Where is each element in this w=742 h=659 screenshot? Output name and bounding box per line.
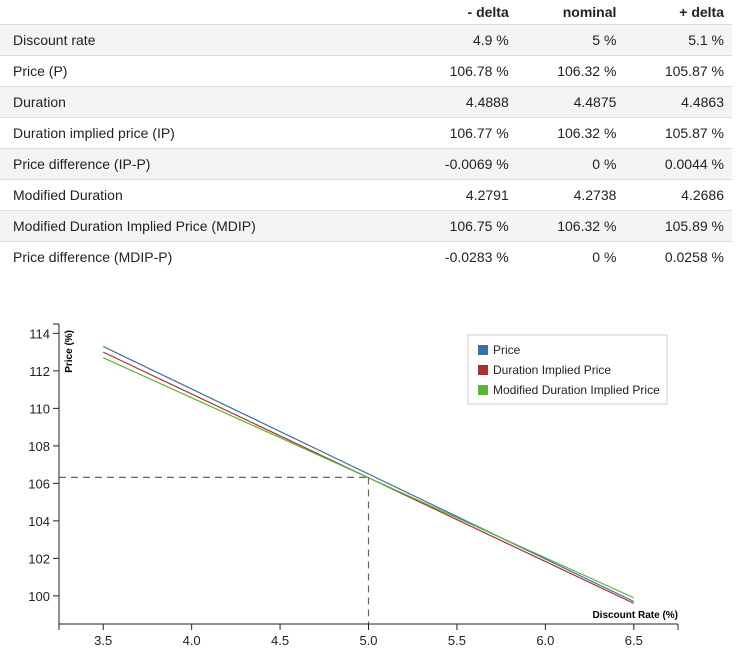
chart-legend: Price Duration Implied Price Modified Du… xyxy=(467,334,668,405)
minus-delta-value: -0.0283 % xyxy=(409,241,517,272)
x-tick-label: 5.0 xyxy=(359,633,377,648)
nominal-value: 106.32 % xyxy=(516,210,625,242)
plus-delta-value: 105.87 % xyxy=(624,55,732,87)
nominal-value: 0 % xyxy=(516,148,625,180)
plus-delta-value: 4.2686 xyxy=(624,179,732,211)
axes: 3.5 4.0 4.5 5.0 5.5 6.0 6.5 100 102 104 106 108 110 1… xyxy=(28,323,679,648)
legend-label-duration-implied-price: Duration Implied Price xyxy=(493,363,611,377)
x-tick-label: 6.5 xyxy=(625,633,643,648)
table-row: Discount rate 4.9 % 5 % 5.1 % xyxy=(0,24,732,56)
nominal-value: 5 % xyxy=(516,24,625,56)
x-tick-label: 6.0 xyxy=(536,633,554,648)
row-label: Price difference (MDIP-P) xyxy=(0,241,410,272)
minus-delta-value: 106.75 % xyxy=(409,210,517,242)
row-label: Modified Duration Implied Price (MDIP) xyxy=(0,210,410,242)
table-row: Duration implied price (IP) 106.77 % 106… xyxy=(0,117,732,149)
header-nominal: nominal xyxy=(516,0,625,25)
reference-lines xyxy=(59,476,370,624)
minus-delta-value: 4.9 % xyxy=(409,24,517,56)
header-label xyxy=(0,0,410,25)
nominal-value: 4.2738 xyxy=(516,179,625,211)
minus-delta-value: 4.4888 xyxy=(409,86,517,118)
y-axis-label: Price (%) xyxy=(64,330,75,373)
y-tick-label: 110 xyxy=(29,401,50,416)
minus-delta-value: -0.0069 % xyxy=(409,148,517,180)
y-tick-label: 112 xyxy=(29,364,50,379)
x-tick-label: 4.0 xyxy=(183,633,201,648)
legend-swatch-modified-duration-implied-price xyxy=(478,385,488,395)
plus-delta-value: 105.87 % xyxy=(624,117,732,149)
y-tick-label: 108 xyxy=(28,439,50,454)
legend-box xyxy=(467,334,668,405)
y-tick-label: 114 xyxy=(29,326,50,341)
plus-delta-value: 4.4863 xyxy=(624,86,732,118)
minus-delta-value: 4.2791 xyxy=(409,179,517,211)
y-tick-label: 100 xyxy=(28,589,50,604)
row-label: Price (P) xyxy=(0,55,410,87)
legend-label-modified-duration-implied-price: Modified Duration Implied Price xyxy=(493,383,660,397)
x-axis-label: Discount Rate (%) xyxy=(592,610,678,621)
row-label: Duration xyxy=(0,86,410,118)
nominal-value: 0 % xyxy=(516,241,625,272)
minus-delta-value: 106.78 % xyxy=(409,55,517,87)
plus-delta-value: 0.0044 % xyxy=(624,148,732,180)
nominal-value: 4.4875 xyxy=(516,86,625,118)
series-line-1 xyxy=(102,345,635,603)
y-tick-label: 102 xyxy=(28,551,50,566)
x-tick-label: 5.5 xyxy=(448,633,466,648)
legend-label-price: Price xyxy=(493,343,521,357)
table-row: Duration 4.4888 4.4875 4.4863 xyxy=(0,86,732,118)
table-row: Price (P) 106.78 % 106.32 % 105.87 % xyxy=(0,55,732,87)
row-label: Price difference (IP-P) xyxy=(0,148,410,180)
table-row: Price difference (MDIP-P) -0.0283 % 0 % … xyxy=(0,241,732,272)
minus-delta-value: 106.77 % xyxy=(409,117,517,149)
header-minus-delta: - delta xyxy=(409,0,517,25)
table-header-row: - delta nominal + delta xyxy=(0,0,732,25)
table-row: Modified Duration 4.2791 4.2738 4.2686 xyxy=(0,179,732,211)
price-chart: 3.5 4.0 4.5 5.0 5.5 6.0 6.5 100 102 104 106 108 110 1… xyxy=(28,323,679,648)
nominal-value: 106.32 % xyxy=(516,117,625,149)
results-table: - delta nominal + delta Discount rate 4.… xyxy=(0,0,732,272)
table-row: Modified Duration Implied Price (MDIP) 1… xyxy=(0,210,732,242)
legend-swatch-duration-implied-price xyxy=(478,365,488,375)
plus-delta-value: 0.0258 % xyxy=(624,241,732,272)
row-label: Duration implied price (IP) xyxy=(0,117,410,149)
x-tick-label: 3.5 xyxy=(94,633,112,648)
nominal-value: 106.32 % xyxy=(516,55,625,87)
y-tick-label: 104 xyxy=(28,514,50,529)
x-tick-label: 4.5 xyxy=(271,633,289,648)
table-row: Price difference (IP-P) -0.0069 % 0 % 0.… xyxy=(0,148,732,180)
row-label: Modified Duration xyxy=(0,179,410,211)
header-plus-delta: + delta xyxy=(624,0,732,25)
legend-swatch-price xyxy=(478,345,488,355)
plus-delta-value: 5.1 % xyxy=(624,24,732,56)
y-tick-label: 106 xyxy=(28,476,50,491)
plus-delta-value: 105.89 % xyxy=(624,210,732,242)
row-label: Discount rate xyxy=(0,24,410,56)
